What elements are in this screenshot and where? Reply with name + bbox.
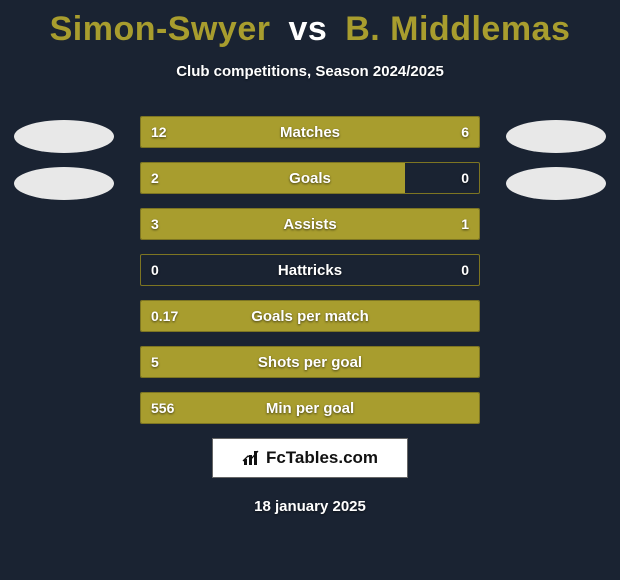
comparison-title: Simon-Swyer vs B. Middlemas [0, 0, 620, 49]
player2-avatar-col [506, 120, 606, 214]
avatar-placeholder [14, 120, 114, 153]
stats-table: 126Matches 20Goals 31Assists 00Hattricks 0.1… [140, 116, 480, 424]
stat-row: 5Shots per goal [140, 346, 480, 378]
chart-icon [242, 449, 260, 467]
site-badge: FcTables.com [212, 438, 408, 478]
stat-row: 00Hattricks [140, 254, 480, 286]
stat-label: Goals per match [141, 301, 479, 331]
stat-label: Hattricks [141, 255, 479, 285]
avatar-placeholder [14, 167, 114, 200]
stat-row: 0.17Goals per match [140, 300, 480, 332]
date-text: 18 january 2025 [0, 498, 620, 515]
stat-row: 20Goals [140, 162, 480, 194]
player1-name: Simon-Swyer [50, 10, 271, 48]
stat-label: Goals [141, 163, 479, 193]
stat-label: Assists [141, 209, 479, 239]
vs-text: vs [288, 10, 327, 48]
player2-name: B. Middlemas [345, 10, 570, 48]
stat-row: 126Matches [140, 116, 480, 148]
stat-row: 31Assists [140, 208, 480, 240]
stat-label: Matches [141, 117, 479, 147]
player1-avatar-col [14, 120, 114, 214]
stat-label: Min per goal [141, 393, 479, 423]
subtitle: Club competitions, Season 2024/2025 [0, 63, 620, 80]
stat-row: 556Min per goal [140, 392, 480, 424]
avatar-placeholder [506, 167, 606, 200]
site-name: FcTables.com [266, 448, 378, 468]
stat-label: Shots per goal [141, 347, 479, 377]
avatar-placeholder [506, 120, 606, 153]
